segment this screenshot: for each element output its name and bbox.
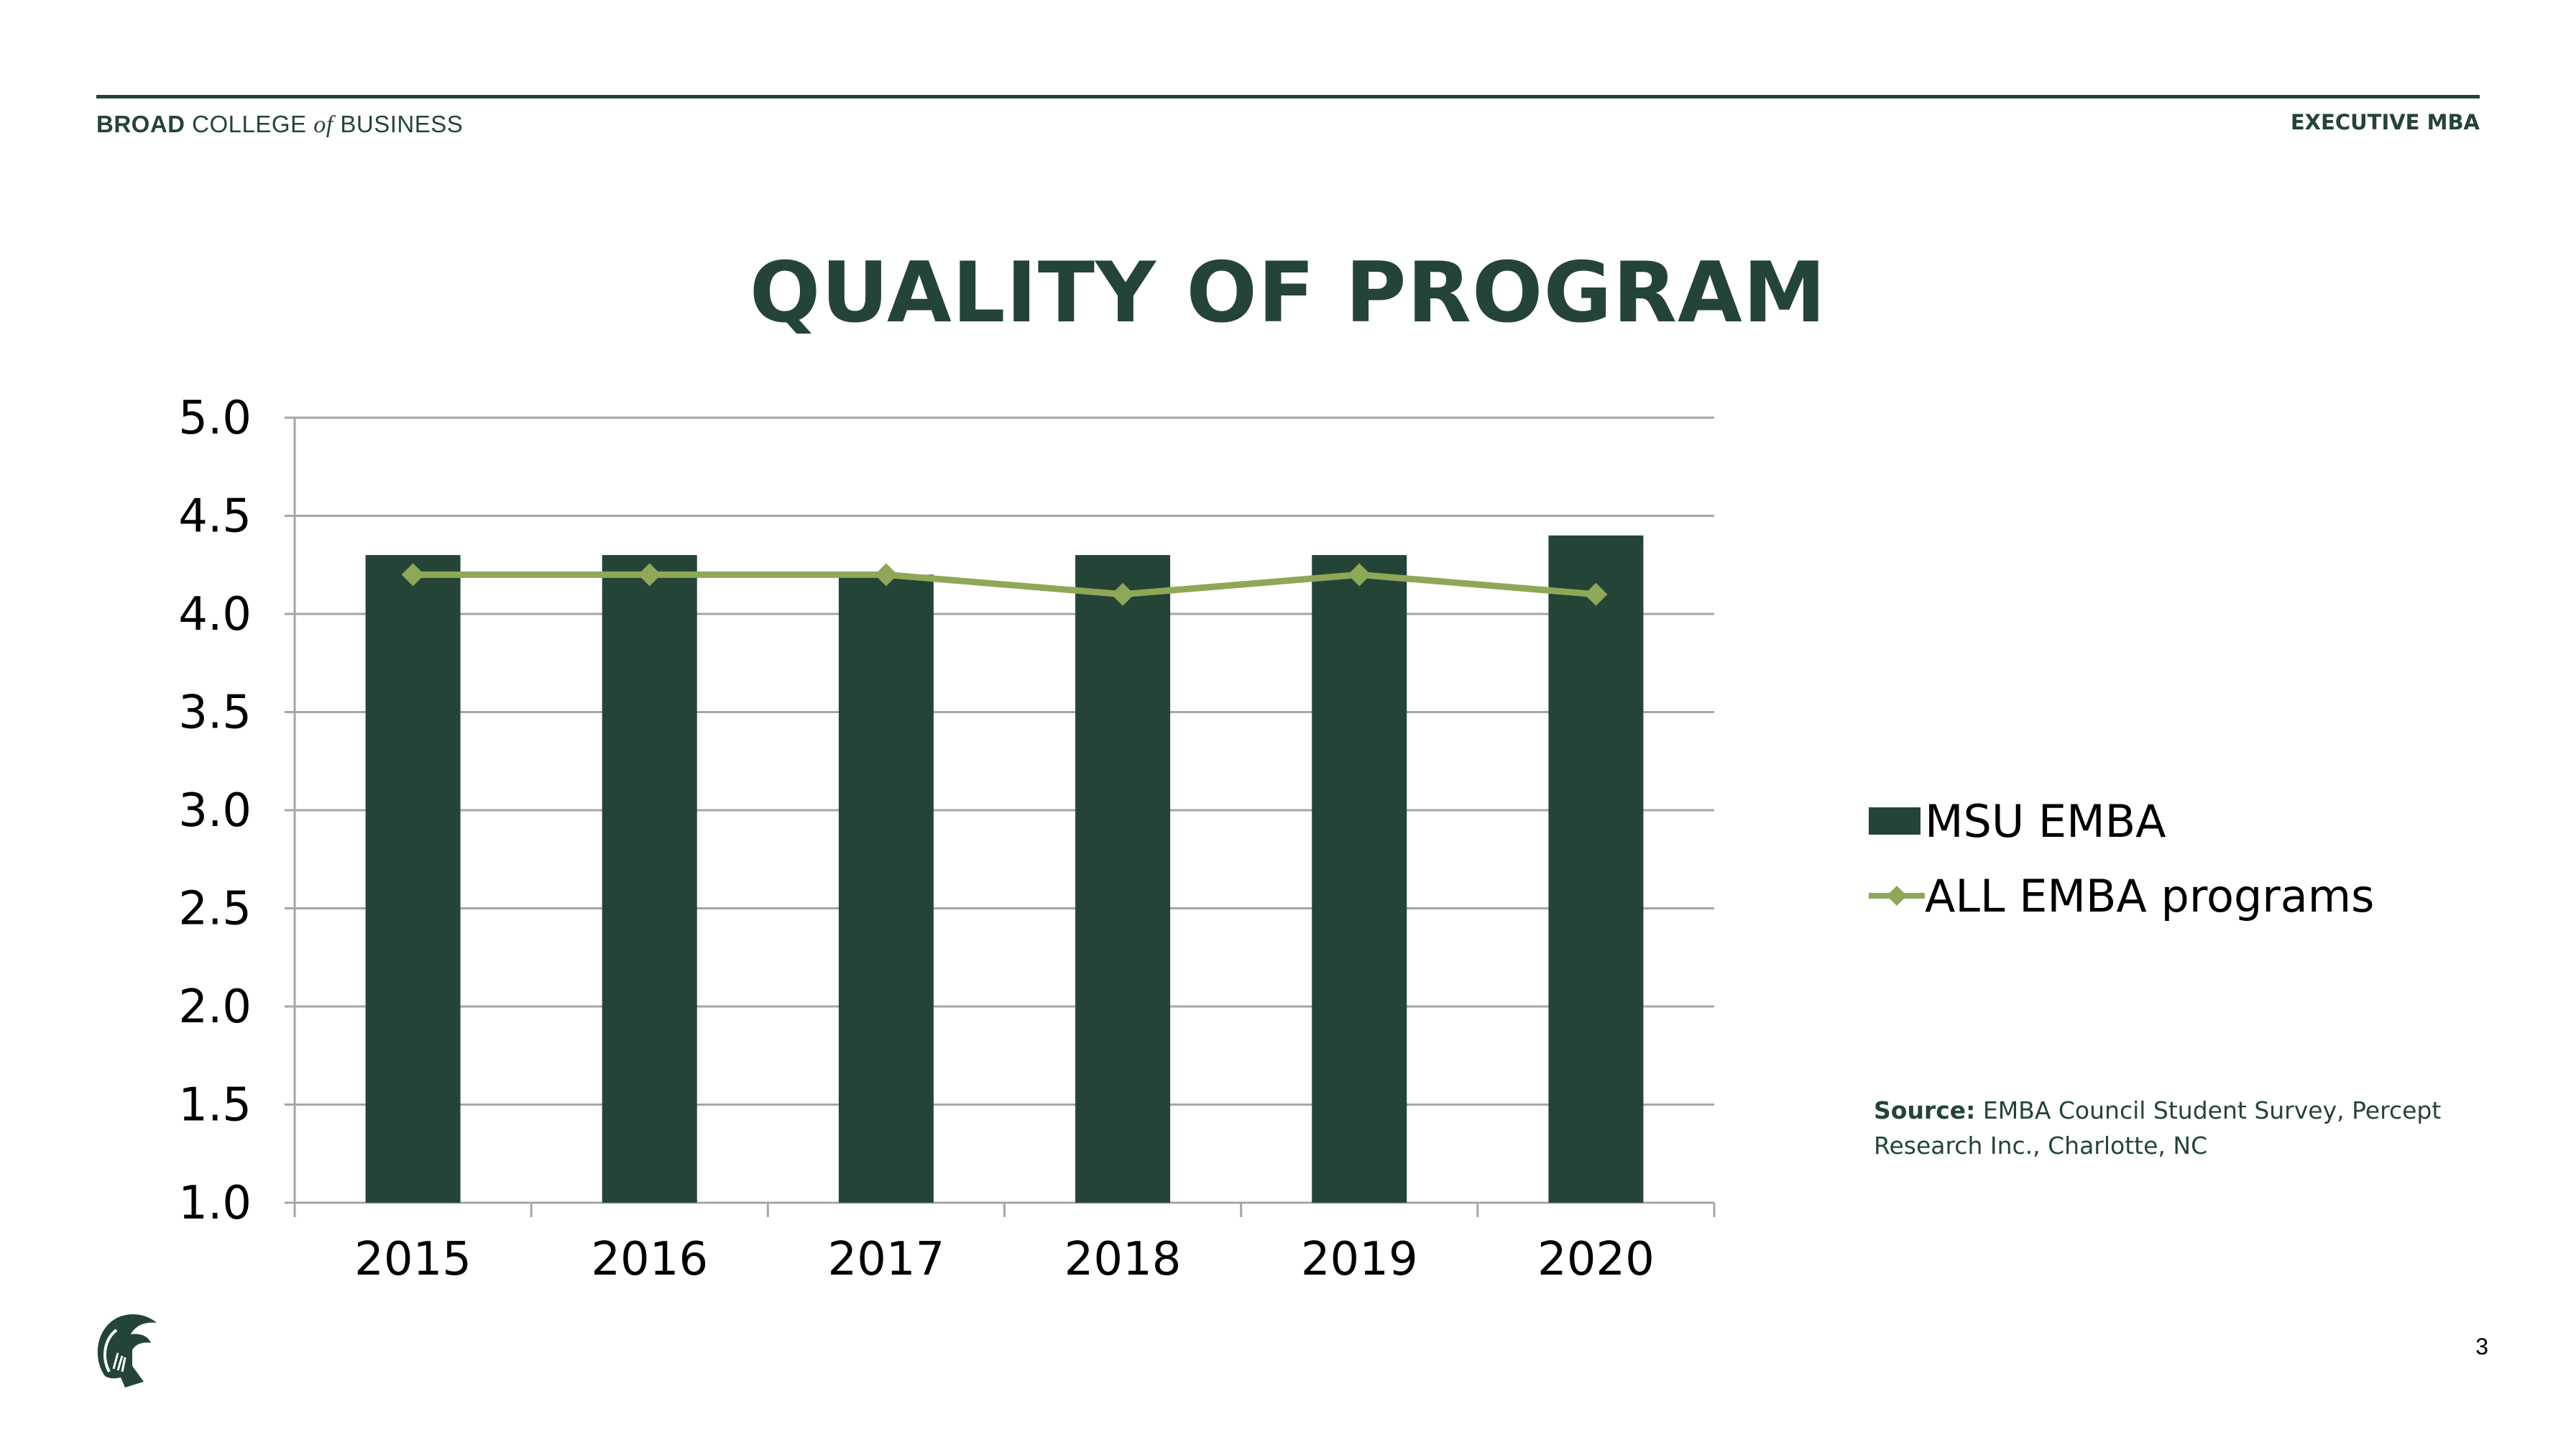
bar-series bbox=[365, 535, 1644, 1203]
line-all-emba bbox=[413, 571, 1596, 598]
chart-legend: MSU EMBA ALL EMBA programs bbox=[1869, 784, 2374, 933]
y-tick-label: 1.0 bbox=[178, 1177, 252, 1230]
bar-msu-emba-2019 bbox=[1312, 555, 1407, 1203]
chart-axes bbox=[285, 416, 1716, 1217]
y-tick-label: 2.0 bbox=[178, 981, 252, 1034]
y-tick-label: 1.5 bbox=[178, 1079, 252, 1132]
bar-msu-emba-2018 bbox=[1075, 555, 1171, 1203]
college-brand: BROAD COLLEGE of BUSINESS bbox=[96, 111, 463, 139]
point-all-emba-2017 bbox=[874, 563, 898, 587]
legend-bar-swatch bbox=[1869, 807, 1920, 835]
x-tick-label: 2016 bbox=[591, 1233, 708, 1286]
y-tick-label: 5.0 bbox=[178, 392, 252, 445]
chart-gridlines bbox=[295, 416, 1714, 1204]
y-tick-label: 4.0 bbox=[178, 588, 252, 641]
bar-msu-emba-2017 bbox=[838, 574, 934, 1203]
legend-item-all-emba: ALL EMBA programs bbox=[1869, 858, 2374, 933]
bar-msu-emba-2020 bbox=[1548, 535, 1644, 1203]
legend-line-swatch bbox=[1869, 886, 1925, 906]
y-tick-label: 3.5 bbox=[178, 687, 252, 740]
legend-label-msu-emba: MSU EMBA bbox=[1925, 794, 2166, 848]
x-tick-label: 2020 bbox=[1537, 1233, 1655, 1286]
brand-college: COLLEGE bbox=[192, 111, 307, 137]
legend-item-msu-emba: MSU EMBA bbox=[1869, 784, 2374, 858]
program-name: EXECUTIVE MBA bbox=[2290, 110, 2480, 134]
brand-broad: BROAD bbox=[96, 111, 185, 137]
y-tick-label: 2.5 bbox=[178, 883, 252, 936]
source-label: Source: bbox=[1874, 1096, 1976, 1124]
y-tick-label: 4.5 bbox=[178, 490, 252, 543]
y-tick-label: 3.0 bbox=[178, 784, 252, 838]
point-all-emba-2019 bbox=[1348, 563, 1371, 587]
legend-label-all-emba: ALL EMBA programs bbox=[1925, 869, 2375, 922]
point-all-emba-2016 bbox=[638, 563, 661, 587]
point-all-emba-2020 bbox=[1584, 582, 1608, 606]
point-all-emba-2018 bbox=[1111, 582, 1135, 606]
header-rule bbox=[96, 95, 2480, 98]
line-series bbox=[401, 563, 1608, 606]
x-tick-label: 2015 bbox=[354, 1233, 472, 1286]
point-all-emba-2015 bbox=[401, 563, 425, 587]
source-text: EMBA Council Student Survey, Percept Res… bbox=[1874, 1096, 2442, 1160]
tick-labels: 1.0 1.5 2.0 2.5 3.0 3.5 4.0 4.5 5.0 2015 2016 2017 2… bbox=[178, 392, 1655, 1286]
brand-of: of bbox=[313, 111, 334, 138]
source-note: Source: EMBA Council Student Survey, Per… bbox=[1874, 1093, 2492, 1163]
slide-title: QUALITY OF PROGRAM bbox=[749, 244, 1827, 341]
bar-msu-emba-2016 bbox=[602, 555, 697, 1203]
bar-msu-emba-2015 bbox=[365, 555, 461, 1203]
page-number: 3 bbox=[2475, 1334, 2488, 1359]
brand-business: BUSINESS bbox=[340, 111, 464, 137]
spartan-helmet-icon bbox=[97, 1314, 157, 1387]
x-tick-label: 2019 bbox=[1301, 1233, 1418, 1286]
x-tick-label: 2018 bbox=[1064, 1233, 1182, 1286]
x-tick-label: 2017 bbox=[827, 1233, 944, 1286]
